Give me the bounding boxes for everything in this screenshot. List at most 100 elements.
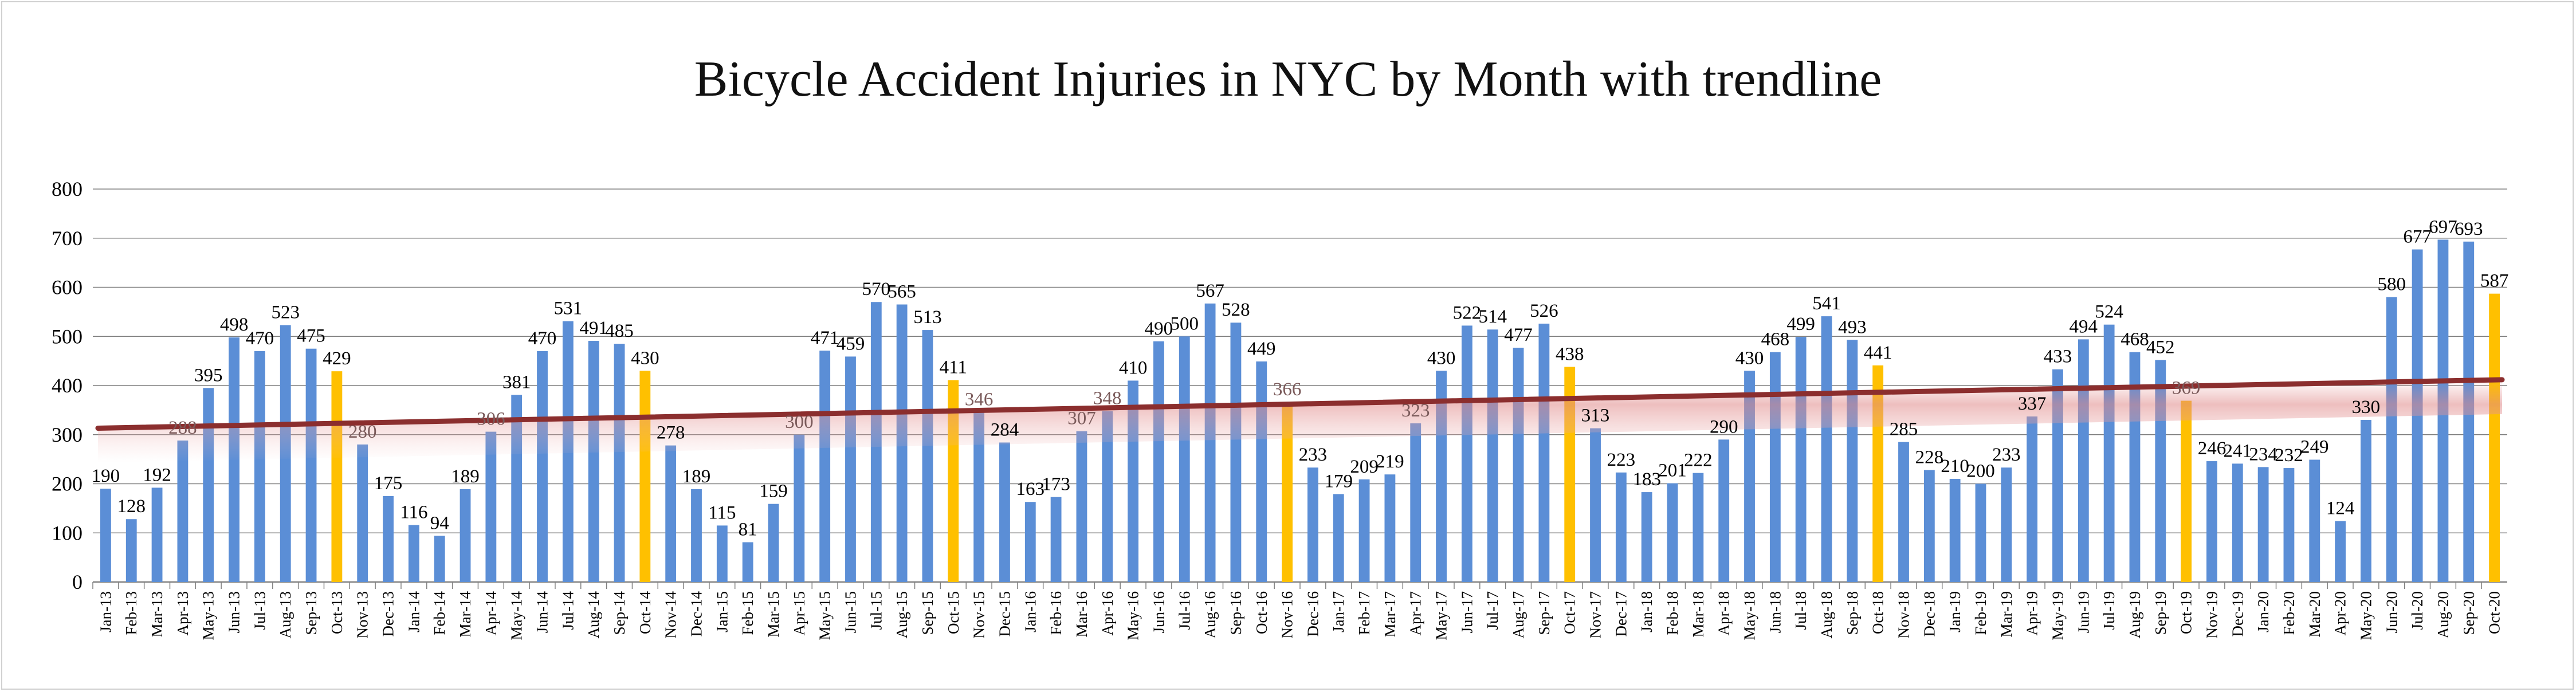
y-tick-label: 600 xyxy=(52,276,83,299)
data-label: 490 xyxy=(1145,319,1173,339)
x-tick-label: Apr-16 xyxy=(1099,591,1116,635)
bar xyxy=(2206,461,2217,582)
bar xyxy=(691,489,702,582)
x-tick-label: Oct-16 xyxy=(1253,591,1270,634)
x-tick-label: Dec-19 xyxy=(2229,591,2246,636)
x-tick-label: Jun-20 xyxy=(2383,591,2400,634)
bar xyxy=(1256,361,1267,582)
data-label: 526 xyxy=(1530,301,1558,321)
x-tick-label: Jan-15 xyxy=(713,591,731,632)
data-label: 449 xyxy=(1247,339,1276,359)
data-label: 369 xyxy=(2172,378,2201,399)
x-tick-label: Sep-18 xyxy=(1844,591,1861,635)
x-tick-label: May-16 xyxy=(1125,591,1142,640)
data-label: 500 xyxy=(1171,313,1199,334)
x-tick-label: Dec-14 xyxy=(688,591,705,637)
x-tick-label: Jan-14 xyxy=(405,591,422,632)
data-label: 290 xyxy=(1710,416,1738,437)
x-tick-label: Feb-16 xyxy=(1047,591,1065,635)
x-tick-label: Jun-17 xyxy=(1458,591,1475,634)
data-label: 493 xyxy=(1838,317,1867,337)
x-tick-label: May-13 xyxy=(200,591,217,640)
bar xyxy=(1307,467,1318,582)
data-label: 677 xyxy=(2403,226,2432,247)
x-tick-label: May-17 xyxy=(1433,591,1450,640)
data-label: 222 xyxy=(1684,450,1713,471)
x-tick-label: Sep-19 xyxy=(2152,591,2169,635)
bar xyxy=(973,412,985,582)
x-tick-label: Aug-18 xyxy=(1818,591,1835,639)
data-label: 300 xyxy=(785,412,814,433)
x-tick-label: Mar-13 xyxy=(148,591,166,637)
x-tick-label: Mar-20 xyxy=(2306,591,2323,637)
bar xyxy=(1590,428,1601,582)
bar xyxy=(1230,323,1242,582)
bar xyxy=(2361,420,2371,582)
data-label: 485 xyxy=(605,321,634,341)
data-label: 94 xyxy=(430,513,449,533)
x-tick-label: Apr-18 xyxy=(1715,591,1733,635)
bar xyxy=(537,351,548,582)
bar xyxy=(1153,341,1164,582)
data-label: 209 xyxy=(1350,457,1379,477)
x-tick-label: Aug-14 xyxy=(585,591,602,639)
y-axis-ticks: 0 100 200 300 400 500 600 700 800 xyxy=(52,178,83,593)
bar xyxy=(1282,402,1293,582)
bar xyxy=(485,431,497,582)
x-tick-label: Apr-17 xyxy=(1407,591,1424,635)
x-tick-label: May-15 xyxy=(816,591,834,640)
data-label: 201 xyxy=(1658,461,1687,481)
data-label: 587 xyxy=(2480,271,2509,292)
x-tick-label: May-20 xyxy=(2357,591,2374,640)
x-tick-label: Oct-14 xyxy=(637,591,654,634)
trendline-line xyxy=(95,377,2505,431)
x-tick-label: Apr-13 xyxy=(174,591,191,635)
x-tick-label: Oct-15 xyxy=(945,591,962,634)
y-tick-label: 800 xyxy=(52,178,83,200)
bar xyxy=(2001,467,2012,582)
bar xyxy=(1076,431,1087,582)
data-label: 210 xyxy=(1941,456,1969,477)
x-tick-label: Nov-17 xyxy=(1587,591,1604,639)
data-label: 524 xyxy=(2095,302,2123,323)
data-label: 470 xyxy=(528,328,557,349)
bar xyxy=(1204,303,1216,582)
y-tick-label: 500 xyxy=(52,325,83,348)
bar xyxy=(665,445,677,582)
x-tick-label: Feb-13 xyxy=(123,591,140,635)
x-tick-label: Mar-15 xyxy=(765,591,782,637)
data-label: 514 xyxy=(1478,306,1507,327)
bar xyxy=(1050,497,1062,582)
data-label: 234 xyxy=(2249,444,2277,465)
data-label: 190 xyxy=(92,466,120,486)
y-tick-label: 300 xyxy=(52,423,83,446)
data-label: 410 xyxy=(1119,357,1148,378)
data-label: 192 xyxy=(143,465,171,485)
bar xyxy=(1333,494,1344,582)
data-label: 348 xyxy=(1093,388,1122,409)
bar xyxy=(2232,463,2243,582)
x-tick-label: May-19 xyxy=(2049,591,2066,640)
x-tick-label: Jul-15 xyxy=(867,591,885,630)
data-label: 183 xyxy=(1632,469,1661,490)
bar xyxy=(254,351,265,582)
data-label: 522 xyxy=(1453,302,1482,323)
x-tick-label: Nov-18 xyxy=(1895,591,1913,639)
y-tick-label: 200 xyxy=(52,473,83,496)
data-label: 528 xyxy=(1222,300,1250,320)
bar xyxy=(1487,329,1498,582)
data-label: 128 xyxy=(117,496,146,517)
bar xyxy=(999,442,1010,582)
x-tick-label: May-18 xyxy=(1741,591,1758,640)
bar xyxy=(922,330,933,582)
bar xyxy=(357,444,368,582)
bar xyxy=(1667,483,1678,582)
x-tick-label: Aug-13 xyxy=(277,591,294,639)
data-label: 433 xyxy=(2044,347,2072,367)
bar xyxy=(1975,483,1986,582)
data-label: 163 xyxy=(1016,479,1045,500)
x-tick-label: Jan-18 xyxy=(1638,591,1655,632)
data-label: 246 xyxy=(2198,438,2226,459)
bar xyxy=(2027,416,2038,582)
bar xyxy=(1179,336,1190,582)
